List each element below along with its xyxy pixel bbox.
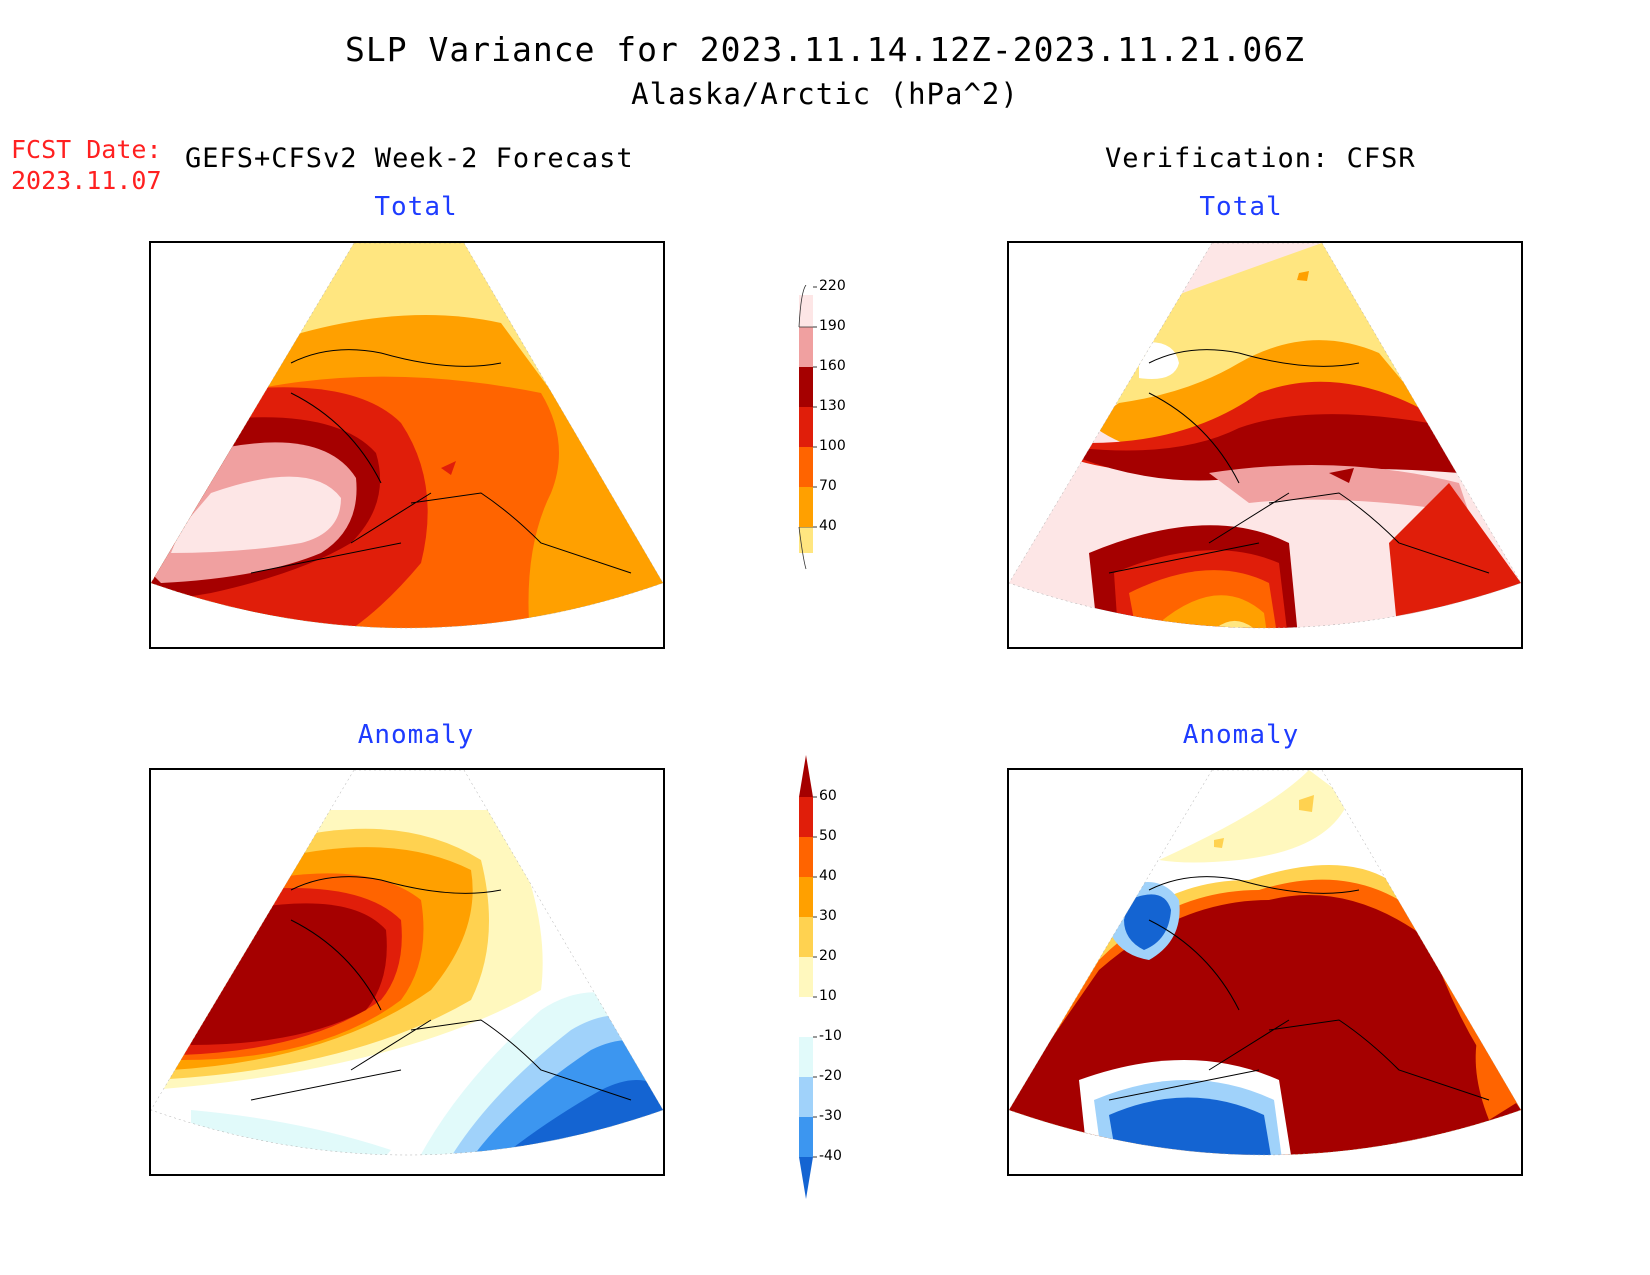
forecast-anomaly-title: Anomaly xyxy=(357,720,475,750)
colorbar-tick-label: -30 xyxy=(819,1108,842,1124)
colorbar-tick-label: 30 xyxy=(819,908,837,924)
colorbar-swatch xyxy=(799,1077,813,1117)
colorbar-tick-label: 220 xyxy=(819,278,846,294)
colorbar-swatch xyxy=(799,327,813,367)
forecast-column-header: GEFS+CFSv2 Week-2 Forecast xyxy=(185,143,634,174)
colorbar-tick-label: 190 xyxy=(819,318,846,334)
colorbar-swatch xyxy=(799,755,813,797)
colorbar-tick-label: 40 xyxy=(819,518,837,534)
region-below-minus40 xyxy=(1124,894,1171,950)
colorbar-swatch xyxy=(799,877,813,917)
colorbar-swatch xyxy=(799,797,813,837)
forecast-total-map xyxy=(149,241,665,649)
cbar-total-svg xyxy=(798,285,817,570)
forecast-total-title: Total xyxy=(374,192,458,222)
region-below-40 xyxy=(1139,342,1179,379)
region-40-70-south xyxy=(1199,620,1261,628)
verification-anomaly-map xyxy=(1007,768,1523,1176)
colorbar-tick-label: 50 xyxy=(819,828,837,844)
colorbar-swatch xyxy=(799,1157,813,1199)
colorbar-swatch xyxy=(799,407,813,447)
colorbar-tick-label: -40 xyxy=(819,1148,842,1164)
colorbar-swatch xyxy=(799,837,813,877)
colorbar-swatch xyxy=(799,957,813,997)
verification-total-map xyxy=(1007,241,1523,649)
colorbar-tick-label: 130 xyxy=(819,398,846,414)
colorbar-tick-label: 10 xyxy=(819,988,837,1004)
verification-column-header: Verification: CFSR xyxy=(1105,143,1416,174)
colorbar-tick-label: 40 xyxy=(819,868,837,884)
region-160-190 xyxy=(1079,414,1459,481)
forecast-anomaly-svg xyxy=(151,770,663,1156)
main-title: SLP Variance for 2023.11.14.12Z-2023.11.… xyxy=(345,30,1305,69)
fcst-date-value: 2023.11.07 xyxy=(11,166,162,195)
colorbar-swatch xyxy=(799,1117,813,1157)
colorbar-tick-label: -10 xyxy=(819,1028,842,1044)
forecast-anomaly-map xyxy=(149,768,665,1176)
colorbar-swatch xyxy=(799,917,813,957)
anomaly-colorbar: -40 -30 -20 -10 10 20 30 40 50 60 xyxy=(795,755,855,1199)
colorbar-tick-label: 20 xyxy=(819,948,837,964)
region-10-20-north xyxy=(1159,770,1349,863)
colorbar-swatch xyxy=(799,447,813,487)
colorbar-tick-label: 100 xyxy=(819,438,846,454)
region-190-220 xyxy=(1209,465,1469,513)
colorbar-swatch xyxy=(799,487,813,527)
colorbar-swatch xyxy=(799,997,813,1037)
verification-anomaly-svg xyxy=(1009,770,1521,1156)
verification-total-title: Total xyxy=(1199,192,1283,222)
colorbar-swatch xyxy=(799,527,813,553)
colorbar-swatch xyxy=(799,367,813,407)
total-colorbar: 40 70 100 130 160 190 220 xyxy=(795,278,855,615)
cbar-anom-svg xyxy=(799,755,817,1199)
colorbar-swatch xyxy=(799,1037,813,1077)
region-below-minus40-south xyxy=(1109,1097,1274,1155)
colorbar-tick-label: -20 xyxy=(819,1068,842,1084)
colorbar-tick-label: 60 xyxy=(819,788,837,804)
region-70-100-south xyxy=(1159,595,1269,628)
fcst-date-label: FCST Date: xyxy=(11,135,162,164)
region-south-negative xyxy=(191,1110,391,1155)
colorbar-tick-label: 160 xyxy=(819,358,846,374)
main-subtitle: Alaska/Arctic (hPa^2) xyxy=(631,77,1019,111)
verification-anomaly-title: Anomaly xyxy=(1182,720,1300,750)
colorbar-tick-label: 70 xyxy=(819,478,837,494)
verification-total-svg xyxy=(1009,243,1521,629)
region-220-plus xyxy=(171,476,341,553)
forecast-total-svg xyxy=(151,243,663,629)
colorbar-swatch xyxy=(799,295,813,327)
colorbar-swatch xyxy=(798,285,813,328)
